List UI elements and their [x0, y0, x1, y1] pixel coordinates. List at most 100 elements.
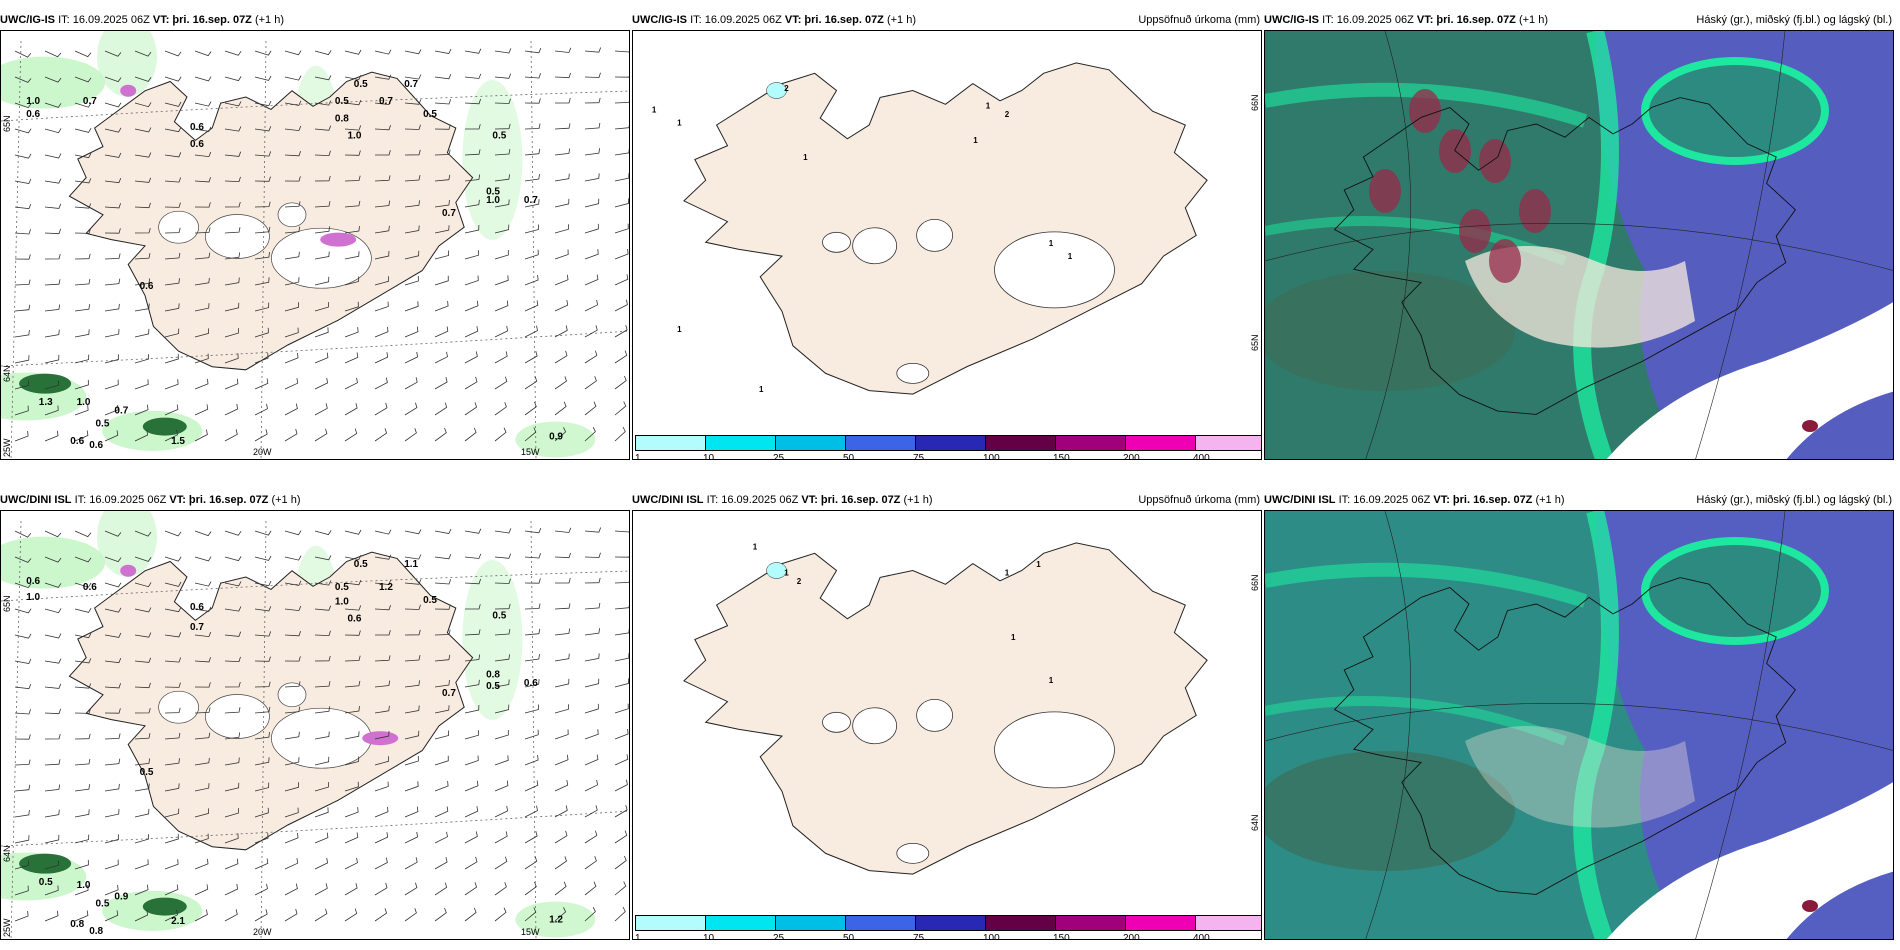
wind-barb	[464, 224, 480, 234]
glacier	[896, 362, 930, 384]
wind-barb	[614, 580, 629, 584]
wind-barb	[74, 582, 92, 588]
longitude-line	[10, 520, 22, 939]
precip-blob	[462, 560, 523, 720]
high-cloud-dense	[1802, 900, 1818, 912]
wind-barb	[224, 757, 240, 766]
wind-barb	[374, 99, 392, 106]
precip-value-label: 1	[1049, 239, 1054, 248]
wind-barb	[584, 427, 596, 442]
wind-barb	[584, 47, 602, 53]
wind-barb	[344, 377, 358, 390]
precip-value-label: 0.8	[486, 669, 500, 680]
wind-barb	[194, 884, 209, 896]
wind-barb	[614, 299, 628, 312]
wind-barb	[434, 528, 452, 534]
wind-barb	[14, 229, 31, 235]
precip-value-label: 0.5	[354, 559, 368, 570]
precip-blob	[462, 80, 523, 240]
wind-barb	[524, 856, 538, 870]
wind-barb	[554, 401, 567, 416]
wind-barb	[434, 857, 448, 870]
wind-barb	[254, 681, 271, 688]
wind-barb	[404, 275, 419, 286]
wind-barb	[344, 74, 362, 81]
wind-barb	[224, 707, 241, 714]
wind-barb	[554, 678, 570, 688]
glacier	[277, 202, 307, 228]
wind-barb	[74, 708, 91, 714]
model-name: UWC/IG-IS	[632, 14, 687, 26]
wind-barb	[464, 376, 478, 390]
precip-value-label: 0.5	[354, 79, 368, 90]
wind-barb	[254, 50, 272, 56]
legend-tick-label: 200	[1123, 453, 1140, 460]
wind-barb	[404, 579, 422, 585]
wind-barb	[434, 402, 448, 416]
wind-barb	[584, 299, 599, 312]
precip-value-label: 0.8	[335, 113, 349, 124]
high-cloud-dense	[1369, 169, 1401, 213]
wind-barb	[404, 908, 417, 922]
glacier	[916, 218, 954, 252]
wind-barb	[434, 174, 451, 182]
wind-barb	[404, 529, 422, 535]
wind-barb	[554, 376, 567, 390]
wind-barb	[524, 300, 539, 312]
wind-barb	[224, 227, 241, 234]
wind-barb	[284, 630, 301, 637]
wind-barb	[554, 754, 569, 766]
wind-barb	[254, 757, 270, 766]
wind-barb	[14, 809, 30, 818]
wind-barb	[524, 527, 542, 534]
glacier	[896, 842, 930, 864]
wind-barb	[494, 528, 512, 534]
wind-barb	[254, 909, 268, 922]
wind-barb	[494, 553, 512, 559]
wind-barb	[164, 758, 180, 766]
wind-barb	[434, 907, 447, 922]
wind-barb	[434, 554, 452, 560]
precip-value-label: 1	[1068, 252, 1073, 261]
wind-barb	[554, 780, 569, 792]
wind-barb	[74, 50, 92, 58]
legend-swatch	[636, 916, 706, 930]
wind-barb	[434, 654, 451, 662]
wind-barb	[254, 252, 270, 260]
wind-barb	[44, 76, 62, 83]
wind-barb	[224, 808, 239, 818]
wind-barb	[134, 657, 152, 663]
wind-barb	[284, 176, 301, 182]
wind-barb	[374, 225, 390, 234]
wind-barb	[584, 703, 599, 714]
wind-barb	[404, 705, 420, 714]
wind-barb	[74, 556, 92, 563]
wind-barb	[164, 353, 179, 364]
wind-barb	[284, 656, 301, 662]
wind-barb	[494, 856, 508, 870]
wind-barb	[464, 907, 477, 922]
precip-value-label: 0.6	[140, 281, 154, 292]
wind-barb	[584, 72, 601, 78]
wind-barb	[434, 351, 448, 364]
wind-barb	[554, 173, 570, 182]
precip-blob	[97, 511, 157, 577]
precip-map: 66N 65N 1 1 2 1 1 2 1 1 1 1 1	[652, 62, 1260, 395]
wind-barb	[74, 633, 92, 639]
graticule	[1265, 31, 1893, 459]
wind-barb	[614, 223, 629, 234]
wind-barb	[44, 759, 61, 766]
wind-barb	[314, 302, 329, 312]
legend-tick-label: 1	[635, 933, 641, 940]
wind-barb	[434, 579, 452, 585]
model-name: UWC/DINI ISL	[0, 494, 72, 506]
precip-value-label: 1.0	[335, 596, 349, 607]
wind-barb	[374, 124, 391, 131]
axis-label: 15W	[521, 447, 540, 457]
wind-barb	[134, 379, 149, 390]
wind-barb	[194, 530, 212, 537]
wind-barb	[314, 756, 330, 766]
wind-barb	[74, 430, 89, 442]
wind-barb	[14, 203, 32, 210]
wind-barb	[164, 859, 179, 870]
